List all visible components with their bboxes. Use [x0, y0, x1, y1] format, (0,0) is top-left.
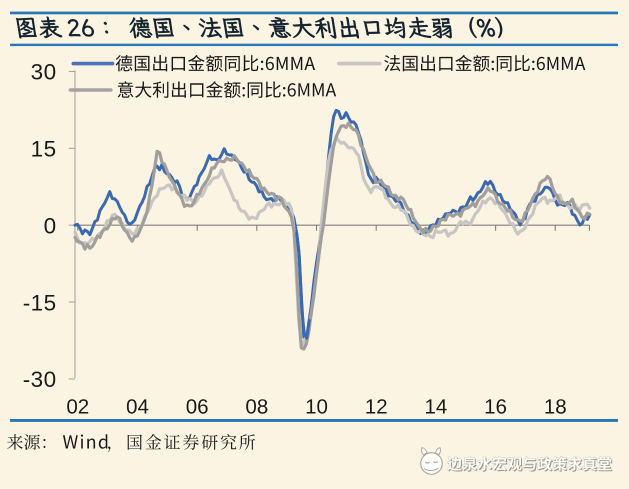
svg-text:15: 15 — [31, 137, 57, 162]
svg-text:0: 0 — [44, 213, 57, 238]
svg-text:30: 30 — [31, 60, 57, 85]
svg-text:-15: -15 — [23, 290, 57, 315]
svg-text:-30: -30 — [23, 367, 57, 392]
